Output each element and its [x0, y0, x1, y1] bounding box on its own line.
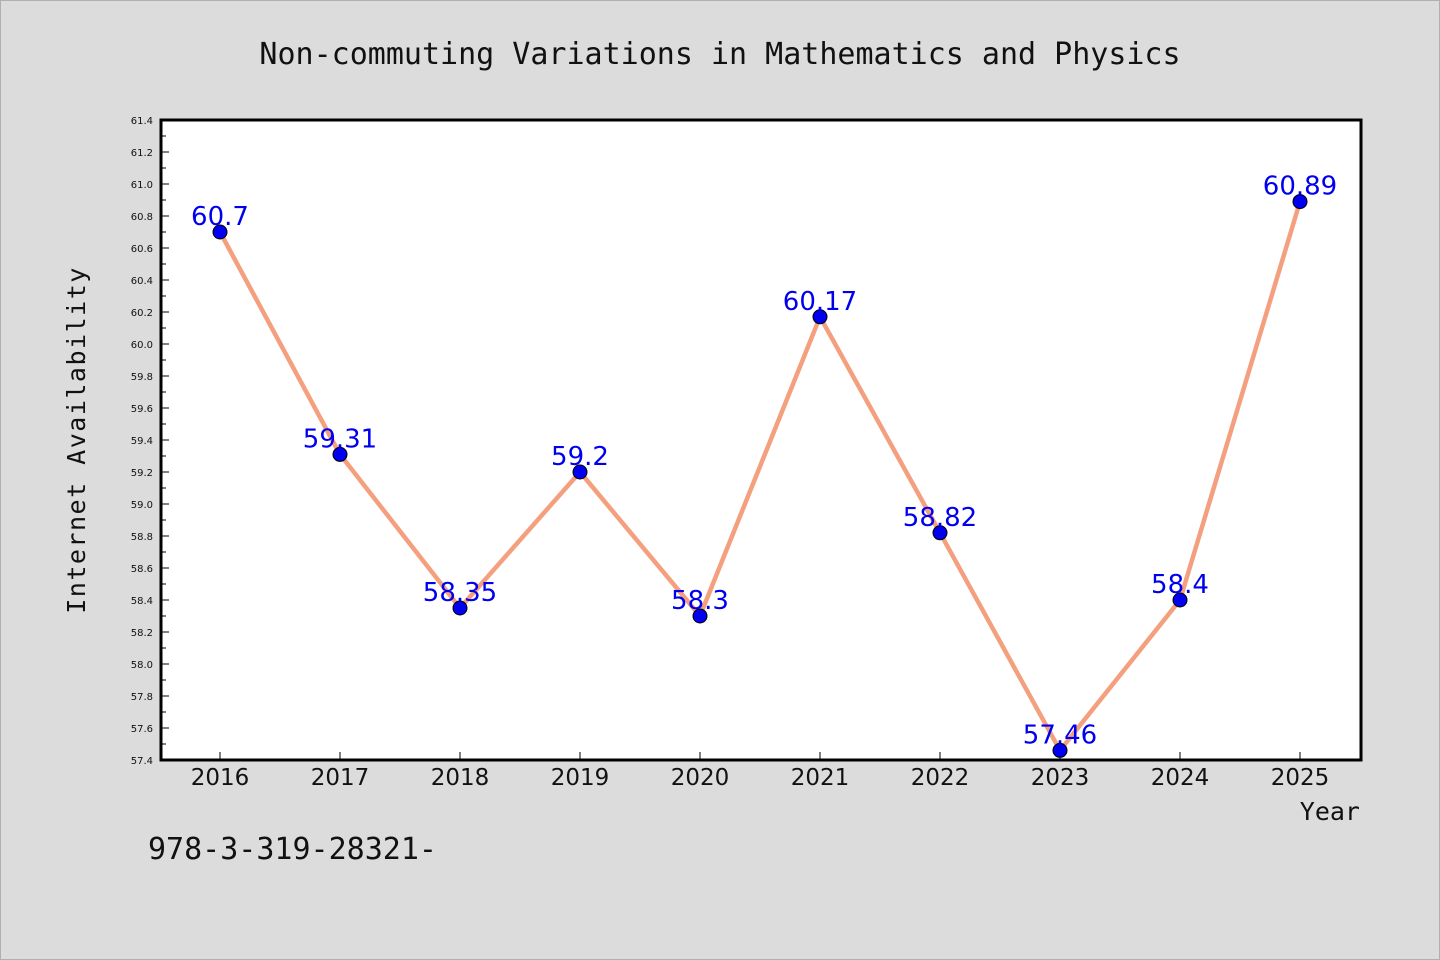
y-tick-label: 61.0 — [131, 180, 153, 191]
footer-code: 978-3-319-28321- — [148, 832, 437, 867]
data-label: 58.3 — [671, 586, 729, 616]
y-tick-label: 59.2 — [131, 468, 153, 479]
data-point — [1172, 592, 1188, 608]
x-tick-label: 2025 — [1271, 765, 1330, 791]
data-label: 58.4 — [1151, 570, 1209, 600]
data-label: 59.31 — [303, 424, 377, 454]
data-label: 59.2 — [551, 442, 609, 472]
y-tick-label: 57.4 — [131, 756, 153, 767]
x-tick-label: 2024 — [1151, 765, 1210, 791]
data-labels: 60.7 59.31 58.35 59.2 58.3 60.17 58.82 57.46 58.… — [191, 172, 1337, 751]
x-axis-label: Year — [1300, 797, 1360, 826]
data-point — [572, 464, 588, 480]
y-tick-label: 59.4 — [131, 436, 153, 447]
data-point — [692, 608, 708, 624]
y-tick-label: 59.0 — [131, 500, 153, 511]
series-line-group — [218, 200, 1303, 753]
chart-title: Non-commuting Variations in Mathematics … — [259, 37, 1180, 72]
data-label: 60.7 — [191, 202, 249, 232]
x-tick-label: 2021 — [791, 765, 850, 791]
data-label: 60.17 — [783, 287, 857, 317]
data-label: 58.35 — [423, 578, 497, 608]
x-tick-label: 2019 — [551, 765, 610, 791]
y-tick-label: 60.6 — [131, 244, 153, 255]
x-tick-label: 2018 — [431, 765, 490, 791]
y-tick-label: 58.8 — [131, 532, 153, 543]
data-label: 60.89 — [1263, 172, 1337, 202]
x-tick-label: 2020 — [671, 765, 730, 791]
data-point — [332, 446, 348, 462]
y-tick-label: 60.0 — [131, 340, 153, 351]
data-point — [452, 600, 468, 616]
y-tick-label: 58.6 — [131, 564, 153, 575]
series-markers — [212, 194, 1308, 758]
y-tick-label: 60.4 — [131, 276, 153, 287]
data-point — [932, 525, 948, 541]
y-axis-label: Internet Availability — [62, 266, 91, 614]
y-tick-label: 61.4 — [131, 116, 153, 127]
y-tick-label: 59.6 — [131, 404, 153, 415]
y-tick-label: 60.2 — [131, 308, 153, 319]
x-tick-label: 2017 — [311, 765, 370, 791]
y-tick-label: 57.8 — [131, 692, 153, 703]
data-point — [1292, 194, 1308, 210]
data-label: 57.46 — [1023, 720, 1097, 750]
y-tick-label: 59.8 — [131, 372, 153, 383]
series-line — [218, 200, 1303, 753]
y-tick-label: 57.6 — [131, 724, 153, 735]
x-tick-label: 2023 — [1031, 765, 1090, 791]
y-tick-label: 58.0 — [131, 660, 153, 671]
data-point — [812, 309, 828, 325]
y-axis-ticks: 57.4 57.6 57.8 58.0 58.2 58.4 58.6 58.8 59.0 59.2… — [131, 116, 169, 767]
data-point — [1052, 742, 1068, 758]
x-tick-label: 2022 — [911, 765, 970, 791]
data-label: 58.82 — [903, 503, 977, 533]
y-tick-label: 61.2 — [131, 148, 153, 159]
y-tick-label: 60.8 — [131, 212, 153, 223]
x-axis-ticks: 2016 2017 2018 2019 2020 2021 2022 2023 2024 2025 — [191, 752, 1330, 791]
x-tick-label: 2016 — [191, 765, 250, 791]
plot-area — [159, 118, 1363, 762]
data-point — [212, 224, 228, 240]
y-tick-label: 58.4 — [131, 596, 153, 607]
y-tick-label: 58.2 — [131, 628, 153, 639]
